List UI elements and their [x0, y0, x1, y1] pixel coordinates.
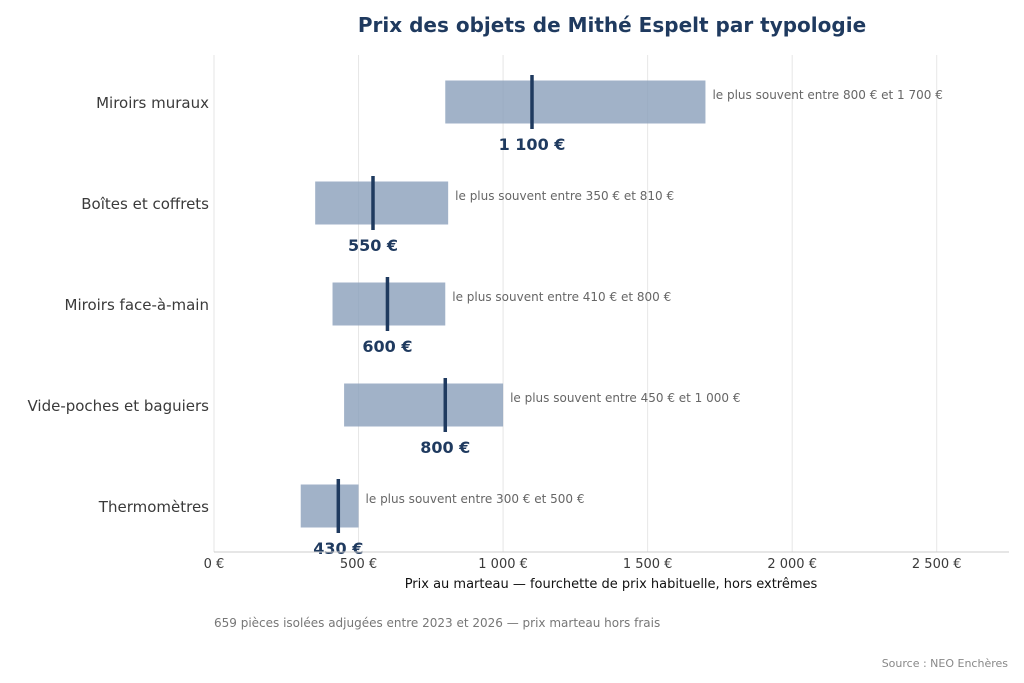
- range-annotation: le plus souvent entre 410 € et 800 €: [452, 290, 671, 304]
- x-tick-label: 2 500 €: [912, 557, 962, 572]
- x-tick-label: 500 €: [340, 557, 377, 572]
- category-label: Thermomètres: [98, 498, 209, 516]
- chart-title: Prix des objets de Mithé Espelt par typo…: [358, 13, 866, 37]
- median-value-label: 1 100 €: [499, 135, 566, 154]
- median-value-label: 430 €: [313, 539, 363, 558]
- range-bar: [344, 383, 504, 427]
- range-bar: [445, 80, 706, 124]
- range-bar: [300, 484, 359, 528]
- range-annotation: le plus souvent entre 800 € et 1 700 €: [712, 88, 942, 102]
- x-tick-label: 1 500 €: [623, 557, 673, 572]
- grid-lines: [213, 55, 938, 552]
- x-axis-label: Prix au marteau — fourchette de prix hab…: [405, 577, 818, 592]
- category-label: Miroirs muraux: [96, 94, 209, 112]
- x-tick-label: 0 €: [204, 557, 225, 572]
- category-label: Boîtes et coffrets: [81, 195, 209, 213]
- median-value-label: 550 €: [348, 236, 398, 255]
- category-label: Vide-poches et baguiers: [27, 397, 209, 415]
- range-annotation: le plus souvent entre 350 € et 810 €: [455, 189, 674, 203]
- range-annotation: le plus souvent entre 300 € et 500 €: [366, 492, 585, 506]
- median-value-label: 800 €: [420, 438, 470, 457]
- x-axis: 0 € 500 € 1 000 € 1 500 € 2 000 € 2 500 €: [204, 551, 1009, 572]
- footnote: 659 pièces isolées adjugées entre 2023 e…: [214, 616, 660, 630]
- category-label: Miroirs face-à-main: [65, 296, 210, 314]
- range-annotation: le plus souvent entre 450 € et 1 000 €: [510, 391, 740, 405]
- x-tick-label: 1 000 €: [478, 557, 528, 572]
- source-credit: Source : NEO Enchères: [882, 657, 1009, 670]
- range-bars: Miroirs muraux le plus souvent entre 800 …: [27, 75, 943, 558]
- range-bar: [315, 181, 449, 225]
- median-value-label: 600 €: [362, 337, 412, 356]
- x-tick-label: 2 000 €: [767, 557, 817, 572]
